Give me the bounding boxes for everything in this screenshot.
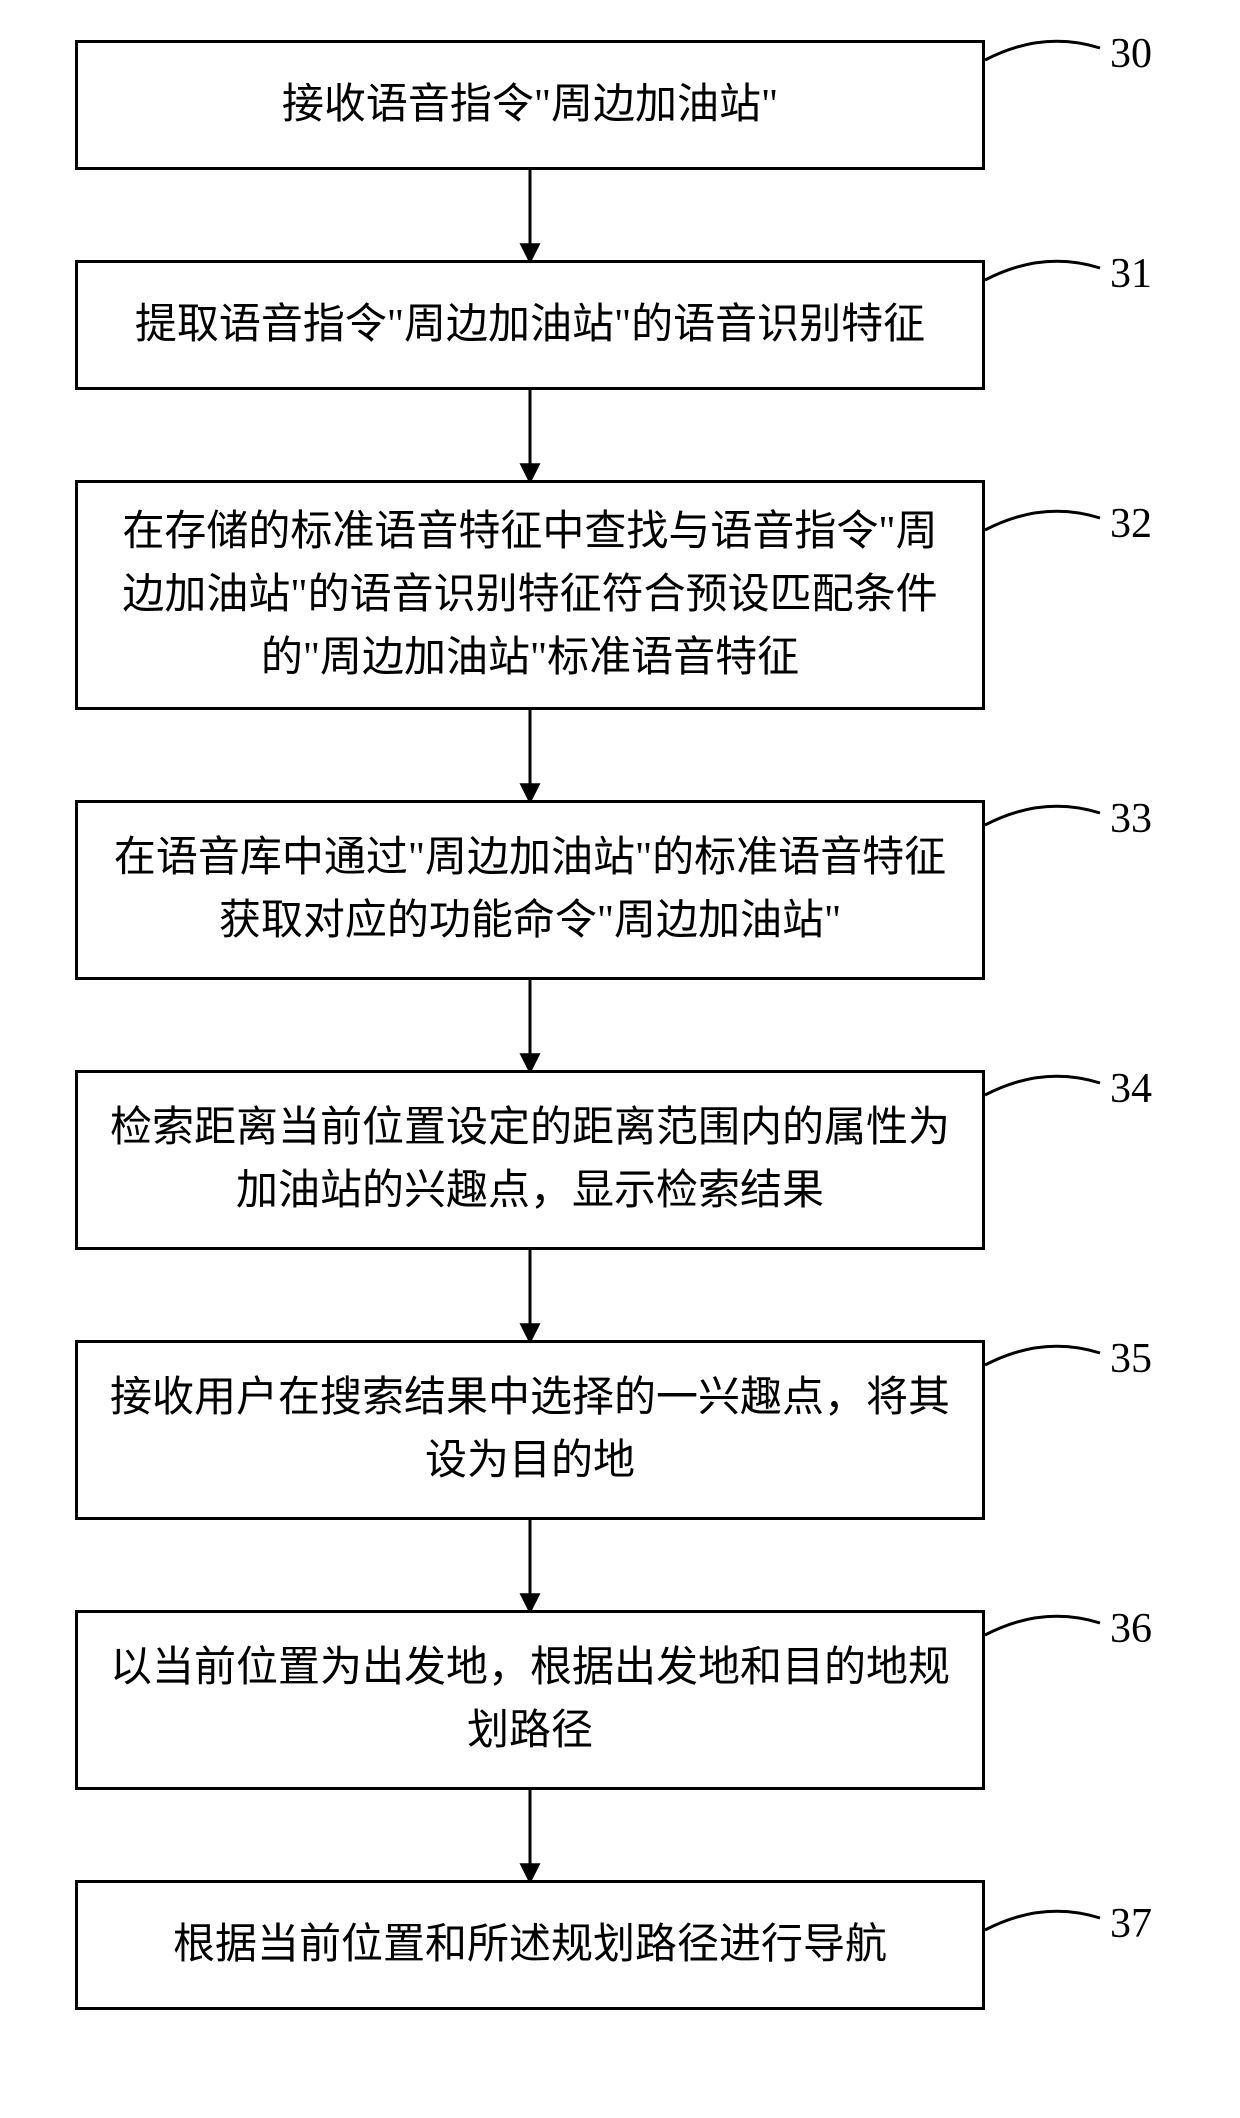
leader-n36: [985, 1616, 1100, 1635]
flow-node-label-text: 32: [1110, 501, 1152, 547]
flow-node-n31: 提取语音指令"周边加油站"的语音识别特征: [75, 260, 985, 390]
flow-node-label-text: 35: [1110, 1336, 1152, 1382]
flow-node-text: 在存储的标准语音特征中查找与语音指令"周边加油站"的语音识别特征符合预设匹配条件…: [102, 501, 958, 690]
flow-node-label-text: 36: [1110, 1606, 1152, 1652]
flow-node-n32: 在存储的标准语音特征中查找与语音指令"周边加油站"的语音识别特征符合预设匹配条件…: [75, 480, 985, 710]
leader-n33: [985, 806, 1100, 825]
flow-node-label-text: 33: [1110, 796, 1152, 842]
flow-node-n34: 检索距离当前位置设定的距离范围内的属性为加油站的兴趣点，显示检索结果: [75, 1070, 985, 1250]
leader-n34: [985, 1076, 1100, 1095]
flow-node-text: 在语音库中通过"周边加油站"的标准语音特征获取对应的功能命令"周边加油站": [102, 827, 958, 953]
flow-node-n35: 接收用户在搜索结果中选择的一兴趣点，将其设为目的地: [75, 1340, 985, 1520]
flow-node-text: 检索距离当前位置设定的距离范围内的属性为加油站的兴趣点，显示检索结果: [102, 1097, 958, 1223]
leader-n30: [985, 41, 1100, 60]
flow-node-text: 以当前位置为出发地，根据出发地和目的地规划路径: [102, 1637, 958, 1763]
flowchart-canvas: 接收语音指令"周边加油站" 30 提取语音指令"周边加油站"的语音识别特征 31 在存储…: [0, 0, 1240, 2118]
flow-node-label-n36: 36: [1110, 1605, 1152, 1653]
flow-node-label-n35: 35: [1110, 1335, 1152, 1383]
leader-n35: [985, 1346, 1100, 1365]
flow-node-label-n37: 37: [1110, 1900, 1152, 1948]
flow-node-n37: 根据当前位置和所述规划路径进行导航: [75, 1880, 985, 2010]
flow-node-label-n30: 30: [1110, 30, 1152, 78]
flow-node-label-text: 31: [1110, 251, 1152, 297]
flow-node-label-n33: 33: [1110, 795, 1152, 843]
flow-node-label-n32: 32: [1110, 500, 1152, 548]
flow-node-label-n31: 31: [1110, 250, 1152, 298]
flow-node-label-n34: 34: [1110, 1065, 1152, 1113]
flow-node-label-text: 30: [1110, 31, 1152, 77]
leader-n31: [985, 261, 1100, 280]
flow-node-text: 提取语音指令"周边加油站"的语音识别特征: [135, 294, 925, 357]
leader-n37: [985, 1911, 1100, 1930]
flow-node-n30: 接收语音指令"周边加油站": [75, 40, 985, 170]
flow-node-label-text: 37: [1110, 1901, 1152, 1947]
flow-node-n36: 以当前位置为出发地，根据出发地和目的地规划路径: [75, 1610, 985, 1790]
flow-node-text: 接收用户在搜索结果中选择的一兴趣点，将其设为目的地: [102, 1367, 958, 1493]
flow-node-label-text: 34: [1110, 1066, 1152, 1112]
leader-n32: [985, 511, 1100, 530]
flow-node-n33: 在语音库中通过"周边加油站"的标准语音特征获取对应的功能命令"周边加油站": [75, 800, 985, 980]
flow-node-text: 接收语音指令"周边加油站": [282, 74, 778, 137]
flow-node-text: 根据当前位置和所述规划路径进行导航: [173, 1914, 887, 1977]
